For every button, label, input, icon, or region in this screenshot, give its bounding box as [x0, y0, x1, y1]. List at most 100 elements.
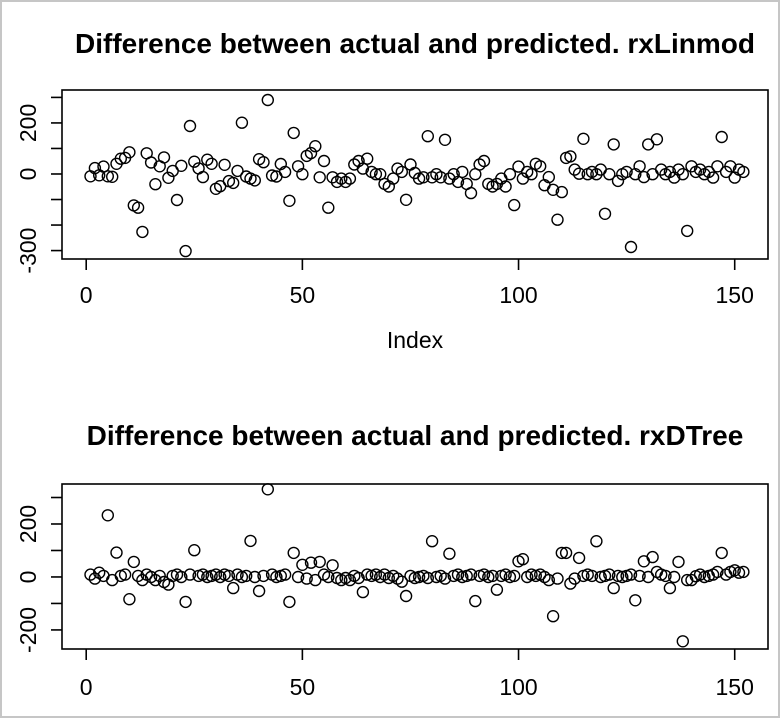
data-point [672, 555, 685, 569]
x-tick-label: 50 [290, 674, 316, 700]
data-point [516, 553, 530, 566]
data-point [715, 546, 728, 560]
data-point [201, 153, 214, 166]
data-point [603, 167, 616, 181]
data-point [408, 571, 421, 585]
data-point [157, 151, 171, 164]
data-point [464, 568, 478, 581]
x-tick-label: 0 [80, 674, 93, 700]
data-point [438, 133, 452, 147]
x-tick-label: 0 [80, 282, 93, 308]
data-point [343, 172, 357, 185]
data-point [105, 573, 119, 587]
data-point [322, 570, 335, 584]
data-point [326, 171, 339, 184]
data-point [226, 581, 240, 595]
data-point [624, 240, 638, 254]
data-point [456, 165, 469, 179]
plot-box [61, 483, 769, 650]
data-point [175, 570, 188, 584]
data-point [711, 565, 724, 579]
data-point [598, 207, 612, 221]
data-point [503, 167, 517, 181]
data-point [611, 174, 625, 188]
data-point [378, 568, 391, 581]
data-point [123, 146, 136, 159]
data-point [278, 165, 292, 179]
data-point [300, 572, 313, 585]
data-point [572, 551, 586, 565]
data-point [387, 172, 400, 185]
data-point [265, 169, 279, 182]
data-point [352, 571, 365, 585]
x-tick-label: 50 [290, 282, 316, 308]
x-tick-label: 100 [499, 282, 537, 308]
data-point [309, 139, 322, 153]
data-point [715, 130, 728, 144]
data-point [291, 570, 305, 584]
data-point [317, 154, 331, 168]
x-tick-label: 100 [499, 674, 537, 700]
data-point [542, 170, 555, 184]
data-point [352, 154, 365, 168]
data-point [624, 568, 638, 581]
data-point [486, 569, 499, 583]
data-point [153, 569, 166, 583]
data-point [737, 565, 750, 579]
data-point [646, 550, 659, 564]
data-point [114, 152, 128, 165]
data-point [188, 544, 201, 557]
data-point [546, 183, 560, 197]
data-point [698, 570, 711, 584]
data-point [443, 172, 456, 185]
data-point [559, 546, 573, 560]
data-point [226, 176, 240, 190]
data-point [205, 157, 218, 171]
data-point [304, 146, 318, 160]
chart-title-rxdtree: Difference between actual and predicted.… [86, 420, 744, 451]
data-point [395, 575, 408, 588]
data-point [443, 547, 456, 560]
data-point [296, 167, 309, 181]
data-point [404, 158, 417, 171]
data-point [451, 175, 465, 189]
data-point [252, 584, 266, 598]
data-point [629, 594, 642, 607]
data-point [555, 185, 568, 199]
data-point [508, 569, 521, 583]
data-point [464, 186, 478, 200]
data-point [179, 595, 192, 609]
data-point [313, 171, 326, 184]
data-point [101, 509, 115, 522]
data-point [196, 170, 210, 184]
data-point [399, 589, 413, 603]
data-point [603, 568, 616, 581]
data-point [534, 160, 547, 173]
data-point [434, 171, 447, 184]
data-point [633, 160, 646, 173]
data-point [585, 569, 599, 583]
data-point [421, 129, 434, 143]
data-point [681, 224, 694, 238]
data-point [732, 566, 746, 579]
data-point [425, 535, 439, 548]
data-point [88, 161, 102, 175]
data-point [659, 569, 672, 583]
data-point [326, 559, 339, 572]
data-point [555, 546, 568, 560]
data-point [607, 581, 620, 595]
data-point [287, 546, 300, 560]
data-point [676, 167, 689, 181]
data-point [395, 165, 408, 179]
data-point [257, 569, 270, 583]
data-point [222, 569, 236, 583]
data-point [239, 569, 253, 583]
chart-title-rxlinmod: Difference between actual and predicted.… [75, 28, 755, 59]
data-point [118, 568, 132, 581]
data-point [170, 193, 184, 207]
data-point [568, 163, 581, 176]
data-point [235, 116, 249, 129]
data-point [149, 573, 162, 587]
data-point [131, 569, 145, 583]
